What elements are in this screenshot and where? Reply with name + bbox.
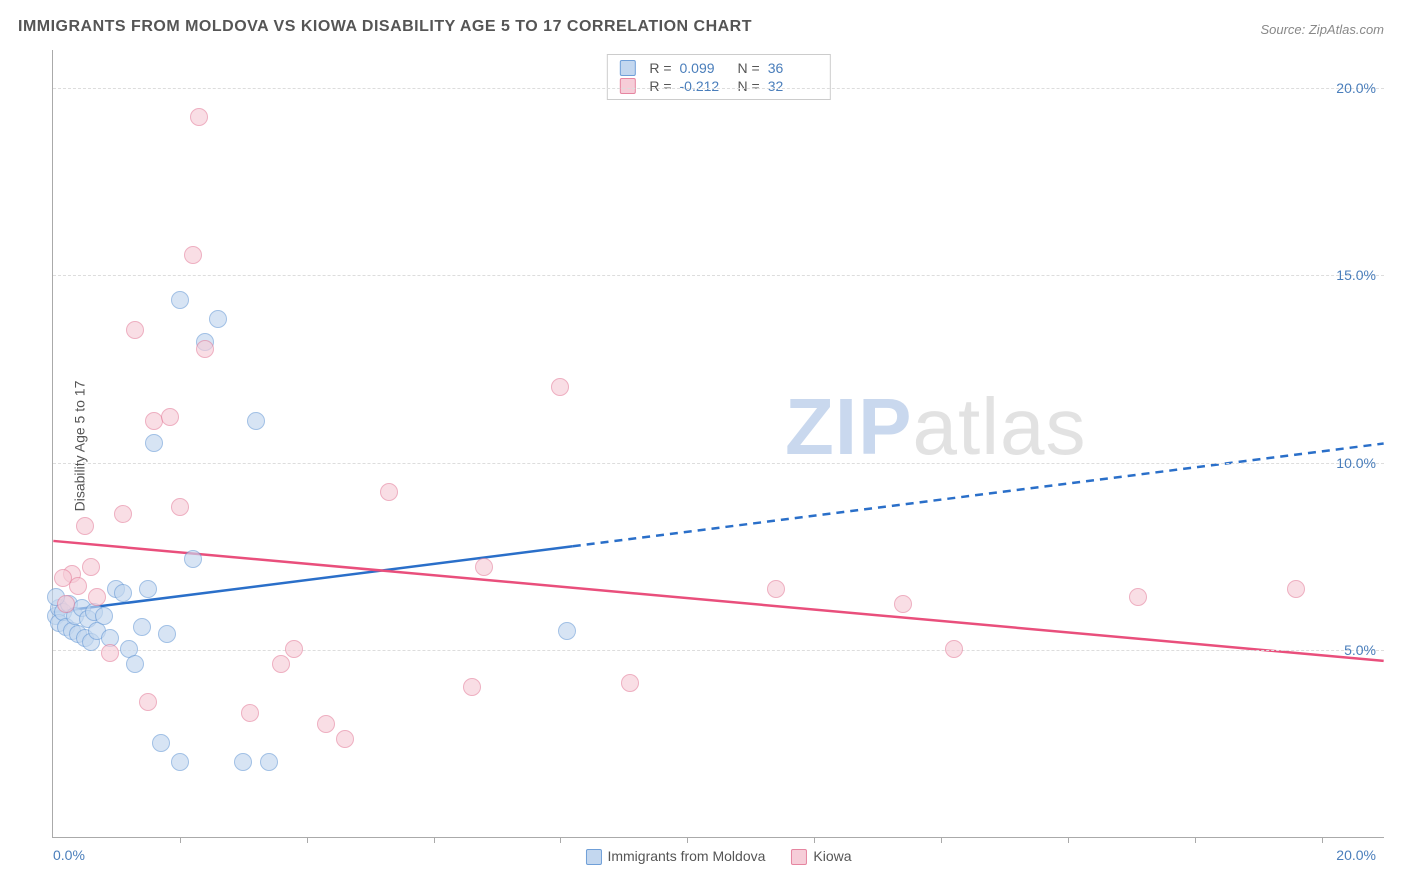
scatter-point	[196, 340, 214, 358]
scatter-point	[209, 310, 227, 328]
scatter-point	[82, 558, 100, 576]
x-tick	[1322, 837, 1323, 843]
scatter-point	[190, 108, 208, 126]
x-axis-max-label: 20.0%	[1336, 847, 1376, 863]
scatter-point	[139, 580, 157, 598]
scatter-point	[241, 704, 259, 722]
legend-series-name: Kiowa	[813, 848, 851, 864]
scatter-point	[69, 577, 87, 595]
scatter-point	[260, 753, 278, 771]
gridline	[53, 88, 1384, 89]
chart-title: IMMIGRANTS FROM MOLDOVA VS KIOWA DISABIL…	[18, 18, 752, 36]
legend-swatch-icon	[791, 849, 807, 865]
scatter-point	[475, 558, 493, 576]
scatter-point	[621, 674, 639, 692]
scatter-point	[57, 595, 75, 613]
y-tick-label: 5.0%	[1344, 642, 1376, 658]
scatter-point	[1129, 588, 1147, 606]
series-legend: Immigrants from Moldova Kiowa	[585, 848, 851, 865]
x-tick	[180, 837, 181, 843]
x-tick	[814, 837, 815, 843]
legend-swatch-icon	[585, 849, 601, 865]
scatter-point	[126, 655, 144, 673]
scatter-point	[247, 412, 265, 430]
scatter-point	[285, 640, 303, 658]
y-tick-label: 10.0%	[1336, 455, 1376, 471]
gridline	[53, 275, 1384, 276]
scatter-point	[767, 580, 785, 598]
gridline	[53, 463, 1384, 464]
scatter-point	[336, 730, 354, 748]
scatter-point	[184, 550, 202, 568]
chart-source: Source: ZipAtlas.com	[1260, 22, 1384, 37]
scatter-point	[184, 246, 202, 264]
x-tick	[1195, 837, 1196, 843]
x-tick	[560, 837, 561, 843]
scatter-point	[234, 753, 252, 771]
scatter-point	[54, 569, 72, 587]
y-tick-label: 15.0%	[1336, 267, 1376, 283]
x-tick	[1068, 837, 1069, 843]
scatter-point	[88, 588, 106, 606]
scatter-point	[171, 291, 189, 309]
scatter-point	[1287, 580, 1305, 598]
scatter-point	[551, 378, 569, 396]
legend-series-name: Immigrants from Moldova	[607, 848, 765, 864]
scatter-point	[463, 678, 481, 696]
scatter-point	[76, 517, 94, 535]
scatter-point	[272, 655, 290, 673]
scatter-point	[95, 607, 113, 625]
x-axis-origin-label: 0.0%	[53, 847, 85, 863]
legend-item: Immigrants from Moldova	[585, 848, 765, 865]
scatter-point	[114, 505, 132, 523]
gridline	[53, 650, 1384, 651]
x-tick	[307, 837, 308, 843]
scatter-point	[161, 408, 179, 426]
scatter-point	[380, 483, 398, 501]
scatter-point	[126, 321, 144, 339]
scatter-point	[171, 753, 189, 771]
scatter-point	[139, 693, 157, 711]
scatter-point	[114, 584, 132, 602]
scatter-point	[945, 640, 963, 658]
x-tick	[687, 837, 688, 843]
plot-area: ZIPatlas R =0.099N =36R =-0.212N =32 0.0…	[52, 50, 1384, 838]
scatter-point	[558, 622, 576, 640]
x-tick	[434, 837, 435, 843]
y-tick-label: 20.0%	[1336, 80, 1376, 96]
scatter-point	[894, 595, 912, 613]
scatter-point	[152, 734, 170, 752]
chart-container: IMMIGRANTS FROM MOLDOVA VS KIOWA DISABIL…	[0, 0, 1406, 892]
legend-item: Kiowa	[791, 848, 851, 865]
x-tick	[941, 837, 942, 843]
scatter-point	[158, 625, 176, 643]
scatter-point	[171, 498, 189, 516]
scatter-point	[145, 434, 163, 452]
scatter-point	[101, 644, 119, 662]
scatter-point	[133, 618, 151, 636]
scatter-point	[317, 715, 335, 733]
